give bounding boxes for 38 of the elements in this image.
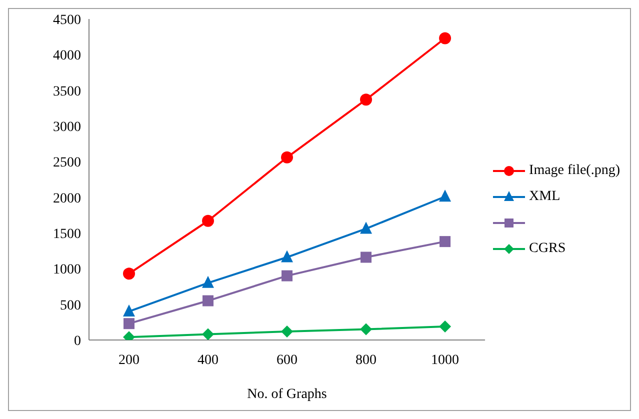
x-axis-title: No. of Graphs <box>247 387 327 402</box>
x-tick-label: 800 <box>356 352 377 368</box>
point <box>360 252 372 263</box>
point <box>282 270 293 282</box>
point <box>440 236 451 248</box>
y-tick-label: 4500 <box>53 12 81 28</box>
legend-label: CGRS <box>529 240 566 256</box>
y-tick-label: 2000 <box>53 191 81 206</box>
point <box>360 323 372 336</box>
point <box>439 32 452 44</box>
legend-label: XML <box>529 188 560 204</box>
y-tick-label: 3000 <box>53 120 81 135</box>
point <box>124 318 134 330</box>
y-tick-label: 1500 <box>53 226 81 242</box>
x-tick-label: 400 <box>198 352 219 368</box>
point <box>202 295 214 306</box>
y-tick-label: 500 <box>60 298 81 314</box>
y-tick-label: 0 <box>74 334 81 349</box>
point <box>202 328 214 340</box>
point <box>202 214 214 227</box>
x-tick-label: 200 <box>118 352 140 368</box>
point <box>281 325 294 338</box>
y-tick-label: 2500 <box>53 156 81 171</box>
x-tick-label: 1000 <box>431 352 460 368</box>
point <box>439 190 452 202</box>
y-tick-label: 3500 <box>53 84 81 100</box>
x-tick-label: 600 <box>276 352 298 368</box>
point <box>439 320 452 332</box>
legend-label: Image file(.png) <box>529 162 620 178</box>
point <box>123 268 135 280</box>
y-tick-label: 4000 <box>53 48 81 64</box>
point <box>360 222 372 234</box>
y-tick-label: 1000 <box>53 262 81 278</box>
point <box>281 250 294 262</box>
point <box>123 304 135 316</box>
point <box>360 94 372 106</box>
point <box>202 276 214 288</box>
point <box>281 151 294 164</box>
